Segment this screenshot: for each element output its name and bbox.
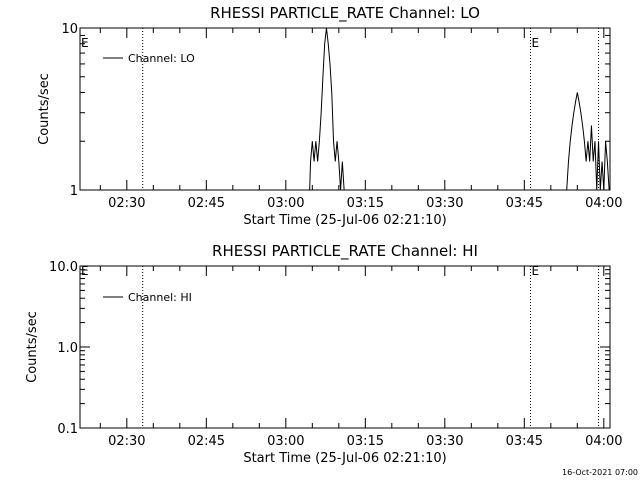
x-tick-label: 03:00 (267, 434, 304, 449)
legend-label: Channel: LO (128, 52, 195, 65)
y-tick-label: 0.1 (57, 422, 78, 437)
event-marker-label: E (532, 36, 540, 50)
y-tick-label: 10.0 (49, 260, 78, 275)
x-axis-label: Start Time (25-Jul-06 02:21:10) (243, 451, 446, 466)
y-tick-label: 10 (61, 22, 78, 37)
y-axis-label: Counts/sec (25, 311, 40, 383)
x-tick-label: 02:30 (108, 434, 145, 449)
y-tick-label: 1.0 (57, 341, 78, 356)
generation-timestamp: 16-Oct-2021 07:00 (562, 468, 638, 477)
event-marker-label: E (532, 264, 540, 278)
x-tick-label: 03:30 (426, 434, 463, 449)
x-tick-label: 03:15 (347, 196, 384, 211)
x-tick-label: 02:30 (108, 196, 145, 211)
x-tick-label: 02:45 (188, 434, 225, 449)
x-axis-label: Start Time (25-Jul-06 02:21:10) (243, 213, 446, 228)
x-tick-label: 03:30 (426, 196, 463, 211)
y-axis-label: Counts/sec (37, 73, 52, 145)
event-marker-label: E (81, 264, 89, 278)
event-marker-label: E (81, 36, 89, 50)
panel-lo-channel: RHESSI PARTICLE_RATE Channel: LO Counts/s… (37, 4, 623, 228)
x-tick-label: 04:00 (585, 196, 622, 211)
chart-title: RHESSI PARTICLE_RATE Channel: LO (210, 4, 480, 23)
x-tick-label: 03:15 (347, 434, 384, 449)
series-line (309, 27, 610, 191)
y-tick-label: 1 (70, 184, 78, 199)
panel-hi-channel: RHESSI PARTICLE_RATE Channel: HI Counts/s… (25, 242, 623, 466)
chart-title: RHESSI PARTICLE_RATE Channel: HI (212, 242, 478, 261)
legend-label: Channel: HI (128, 291, 192, 304)
x-tick-label: 03:00 (267, 196, 304, 211)
x-tick-label: 04:00 (585, 434, 622, 449)
x-tick-label: 03:45 (506, 434, 543, 449)
x-tick-label: 02:45 (188, 196, 225, 211)
x-tick-label: 03:45 (506, 196, 543, 211)
